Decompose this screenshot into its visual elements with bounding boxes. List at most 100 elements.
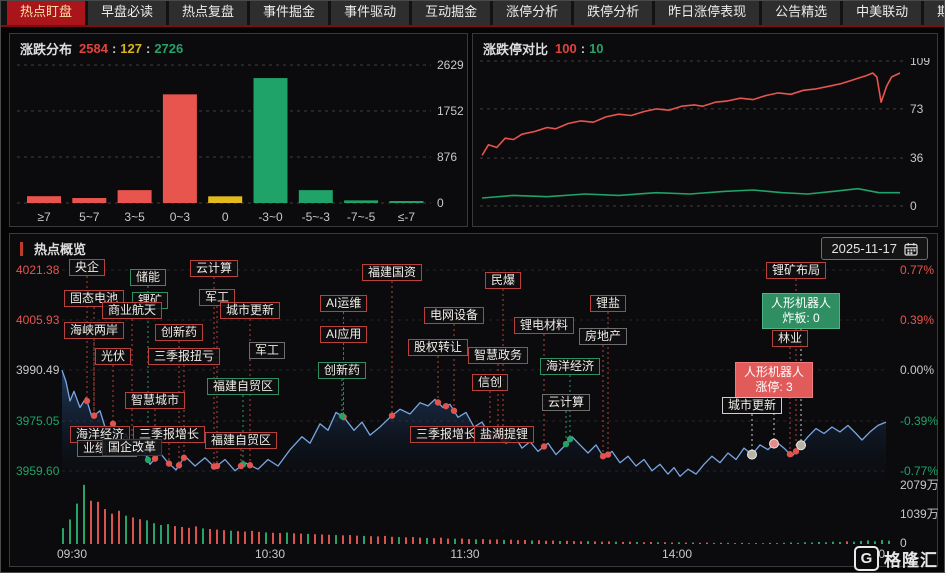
hotspot-label-5[interactable]: 民爆 xyxy=(485,272,522,289)
svg-text:876: 876 xyxy=(437,150,457,164)
overview-trend-chart: 4021.38 0.77% 4005.93 0.39% 3990.49 0.00% 3975… xyxy=(16,263,939,561)
nav-tab-7[interactable]: 涨停分析 xyxy=(493,1,572,25)
svg-text:0: 0 xyxy=(222,210,229,224)
hotspot-label-24[interactable]: 光伏 xyxy=(95,348,132,365)
hotspot-label-10[interactable]: 商业航天 xyxy=(102,302,163,319)
nav-tab-8[interactable]: 跌停分析 xyxy=(574,1,653,25)
hotspot-label-39[interactable]: 福建自贸区 xyxy=(205,432,278,449)
flat-count: 127 xyxy=(120,41,142,56)
nav-tab-12[interactable]: 期股联动 xyxy=(924,1,944,25)
limit-compare-header: 涨跌停对比 100 : 10 xyxy=(473,34,937,63)
svg-text:109: 109 xyxy=(910,58,930,68)
separator: : xyxy=(111,41,117,56)
svg-text:≤-7: ≤-7 xyxy=(398,210,416,224)
hotspot-label-36[interactable]: 三季报增长 xyxy=(133,426,206,443)
hotspot-label-28[interactable]: 海洋经济 xyxy=(540,358,601,375)
calendar-icon xyxy=(904,242,918,256)
overview-header: 热点概览 xyxy=(10,234,937,263)
hotspot-label-1[interactable]: 央企 xyxy=(69,259,106,276)
svg-text:2079万: 2079万 xyxy=(900,478,939,492)
down-count: 2726 xyxy=(154,41,184,56)
svg-text:4005.93: 4005.93 xyxy=(16,313,60,327)
hotspot-label-34[interactable]: 城市更新 xyxy=(722,397,783,414)
nav-tab-4[interactable]: 事件掘金 xyxy=(250,1,329,25)
separator: : xyxy=(145,41,151,56)
distribution-bar-chart: 0 876 1752 2629 ≥7 5~7 3~5 0~3 0 -3~0 -5~-3 -7~-5 ≤-… xyxy=(17,58,464,224)
hotspot-label-25[interactable]: 三季报扭亏 xyxy=(148,348,221,365)
hotspot-label-3[interactable]: 云计算 xyxy=(190,260,239,277)
hotspot-label-22[interactable]: 智慧政务 xyxy=(468,347,529,364)
separator: : xyxy=(580,41,586,56)
hotspot-label-23[interactable]: 林业 xyxy=(772,330,809,347)
svg-text:10:30: 10:30 xyxy=(255,547,285,561)
hotspot-label-40[interactable]: 三季报增长 xyxy=(410,426,483,443)
hotspot-label-27[interactable]: 创新药 xyxy=(318,362,367,379)
title-accent-bar xyxy=(20,241,23,256)
svg-text:0.39%: 0.39% xyxy=(900,313,934,327)
svg-text:0: 0 xyxy=(900,536,907,550)
hotspot-label-6[interactable]: 锂矿布局 xyxy=(766,262,827,279)
hotspot-label-15[interactable]: 人形机器人 炸板: 0 xyxy=(762,293,841,329)
hotspot-label-33[interactable]: 智慧城市 xyxy=(125,392,186,409)
svg-text:36: 36 xyxy=(910,151,924,165)
svg-text:3975.05: 3975.05 xyxy=(16,414,60,428)
gelonghui-logo: G 格隆汇 xyxy=(854,546,938,571)
hotspot-label-13[interactable]: 电网设备 xyxy=(424,307,485,324)
panel-hotspot-overview: 热点概览 2025-11-17 4021.38 0.77% 4005.93 0.39%… xyxy=(9,233,939,567)
nav-tab-1[interactable]: 热点盯盘 xyxy=(7,1,86,25)
nav-tab-3[interactable]: 热点复盘 xyxy=(169,1,248,25)
tooltip-line2: 涨停: 3 xyxy=(755,380,793,394)
svg-text:-0.39%: -0.39% xyxy=(900,414,938,428)
hotspot-label-12[interactable]: AI运维 xyxy=(320,295,368,312)
hotspot-label-14[interactable]: 锂盐 xyxy=(590,295,627,312)
nav-tab-5[interactable]: 事件驱动 xyxy=(331,1,410,25)
hotspot-label-11[interactable]: 城市更新 xyxy=(220,302,281,319)
panel-limit-compare: 涨跌停对比 100 : 10 0 36 73 109 xyxy=(472,33,938,227)
tooltip-line1: 人形机器人 xyxy=(771,296,832,310)
top-nav: 热点盯盘 早盘必读 热点复盘 事件掘金 事件驱动 互动掘金 涨停分析 跌停分析 昨日涨停表现 公告… xyxy=(1,1,944,27)
hotspot-label-4[interactable]: 福建国资 xyxy=(362,264,423,281)
svg-text:0.00%: 0.00% xyxy=(900,363,934,377)
hotspot-label-20[interactable]: 房地产 xyxy=(579,328,628,345)
hotspot-label-21[interactable]: 股权转让 xyxy=(408,339,469,356)
hotspot-label-32[interactable]: 云计算 xyxy=(542,394,591,411)
svg-text:2629: 2629 xyxy=(437,58,464,72)
svg-text:0.77%: 0.77% xyxy=(900,263,934,277)
nav-tab-6[interactable]: 互动掘金 xyxy=(412,1,491,25)
svg-text:3990.49: 3990.49 xyxy=(16,363,60,377)
hotspot-label-19[interactable]: AI应用 xyxy=(320,326,368,343)
svg-text:73: 73 xyxy=(910,102,924,116)
nav-tab-10[interactable]: 公告精选 xyxy=(762,1,841,25)
hotspot-label-30[interactable]: 福建自贸区 xyxy=(207,378,280,395)
nav-tab-9[interactable]: 昨日涨停表现 xyxy=(655,1,760,25)
hotspot-label-26[interactable]: 军工 xyxy=(249,342,286,359)
svg-text:≥7: ≥7 xyxy=(37,210,51,224)
up-count: 2584 xyxy=(79,41,108,56)
nav-tab-11[interactable]: 中美联动 xyxy=(843,1,922,25)
date-value: 2025-11-17 xyxy=(831,241,897,256)
svg-text:-3~0: -3~0 xyxy=(258,210,283,224)
svg-text:0: 0 xyxy=(437,196,444,210)
hotspot-label-2[interactable]: 储能 xyxy=(130,269,167,286)
svg-text:4021.38: 4021.38 xyxy=(16,263,60,277)
tooltip-line2: 炸板: 0 xyxy=(782,311,820,325)
svg-text:-5~-3: -5~-3 xyxy=(302,210,331,224)
hotspot-label-38[interactable]: 国企改革 xyxy=(102,439,163,456)
svg-text:5~7: 5~7 xyxy=(79,210,100,224)
hotspot-label-31[interactable]: 人形机器人 涨停: 3 xyxy=(735,362,814,398)
svg-text:1752: 1752 xyxy=(437,104,464,118)
nav-tab-2[interactable]: 早盘必读 xyxy=(88,1,167,25)
hotspot-label-9[interactable]: 军工 xyxy=(199,289,236,306)
svg-text:0~3: 0~3 xyxy=(170,210,191,224)
hotspot-label-16[interactable]: 锂电材料 xyxy=(514,317,575,334)
hotspot-label-17[interactable]: 海峡两岸 xyxy=(64,322,125,339)
limit-down-count: 10 xyxy=(589,41,604,56)
distribution-header: 涨跌分布 2584 : 127 : 2726 xyxy=(10,34,467,63)
hotspot-label-18[interactable]: 创新药 xyxy=(155,324,204,341)
svg-text:0: 0 xyxy=(910,199,917,213)
hotspot-label-29[interactable]: 信创 xyxy=(472,374,509,391)
date-picker[interactable]: 2025-11-17 xyxy=(821,237,928,260)
hotspot-label-41[interactable]: 盐湖提锂 xyxy=(474,426,535,443)
distribution-title: 涨跌分布 xyxy=(20,42,73,57)
